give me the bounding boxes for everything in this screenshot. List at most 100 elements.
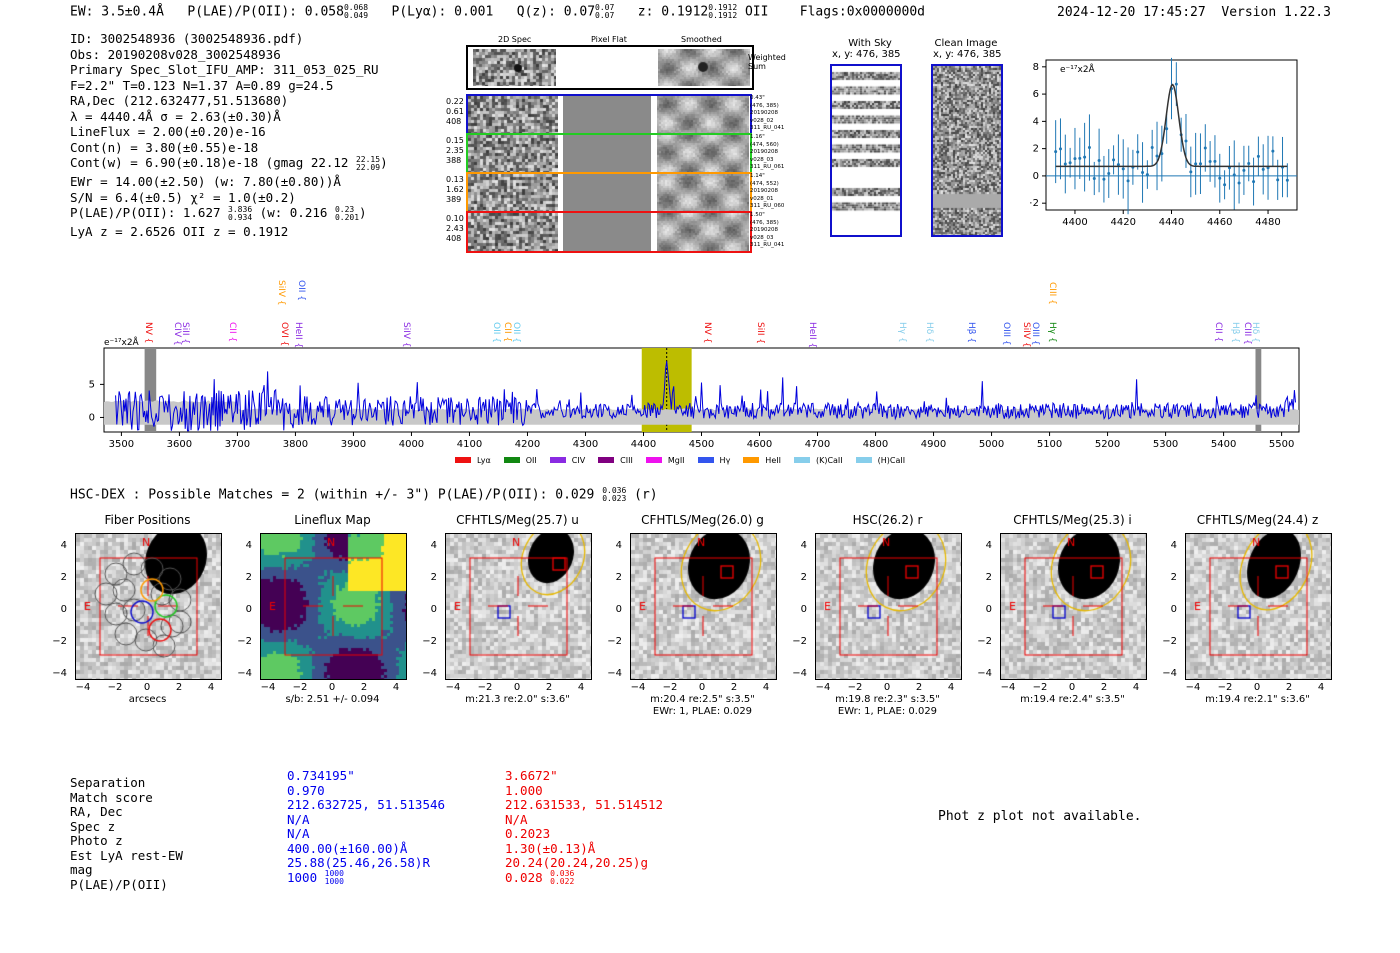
match-col1-plae-value: 1000 [287,869,318,885]
photz-message: Phot z plot not available. [938,809,1142,824]
legend-label: Lyα [477,455,491,465]
zoom-data-point [1087,146,1091,150]
cutout-caption-line1: m:19.8 re:2.3" s:3.5" [835,694,940,705]
fiber-right-line: (476, 385) [750,102,779,109]
header-plae-lo: 0.049 [343,11,369,20]
fiber-pixelflat-image [563,174,651,212]
match-label: Spec z [70,818,116,834]
cutout-y-tick-label: 4 [430,540,437,551]
zoom-data-point [1174,82,1178,86]
zoom-data-point [1141,170,1145,174]
cutout-caption-line1: arcsecs [128,694,167,705]
cutout-x-tick-label: 4 [577,682,585,693]
full-x-tick-label: 3900 [341,439,366,450]
cutout-x-tick-label: −4 [1185,682,1201,693]
legend-label: (K)CaII [815,455,843,465]
zoom-y-tick-label: 2 [1033,144,1039,155]
zoom-x-tick-label: 4420 [1111,217,1136,228]
line-id-text: OII [296,280,307,293]
legend-label: HeII [765,455,781,465]
match-col1-cell: 25.88(25.46,26.58)R [287,855,430,870]
cutout-title: CFHTLS/Meg(25.7) u [456,513,579,527]
legend-label: OII [525,455,537,465]
match-label: P(LAE)/P(OII) [70,876,168,892]
full-x-tick-label: 5300 [1153,439,1178,450]
cutout-y-tick-label: 2 [430,572,437,583]
zoom-data-point [1232,173,1236,177]
zoom-x-tick-label: 4460 [1207,217,1232,228]
fiber-left-stat: 388 [446,156,462,165]
match-label: Est LyA rest-EW [70,847,183,863]
match-col1-plae-hi: 1000 [324,869,344,878]
cutout-y-tick-label: 0 [800,604,807,615]
cutout-y-tick-label: 4 [800,540,807,551]
zoom-data-point [1213,159,1217,163]
zoom-data-point [1218,176,1222,180]
clean-title-block: Clean Image x, y: 476, 385 [933,38,1002,60]
fiber-2d-image [468,135,558,173]
info-contw-text: Cont(w) = 6.90(±0.18)e-18 (gmag 22.12 [70,155,349,170]
info-plae-hi: 3.836 [228,204,253,214]
fiber-left-stat: 2.35 [446,146,464,155]
header-timestamp: 2024-12-20 17:45:27 Version 1.22.3 [1057,5,1331,20]
zoom-data-point [1116,163,1120,167]
match-col1-cell: 212.632725, 51.513546 [287,797,446,812]
cutout-y-tick-label: −2 [422,636,437,647]
legend-label: CIII [620,455,633,465]
fiber-left-stat: 389 [446,195,462,204]
fiber-left-stat: 408 [446,234,462,243]
weighted-smoothed-image [658,49,750,86]
fiber-2d-image [468,174,558,212]
fiber-strip [466,133,752,175]
cutout-caption: m:19.4 re:2.1" s:3.6" [1165,694,1350,706]
zoom-data-point [1102,177,1106,181]
full-x-tick-label: 4800 [863,439,888,450]
flux-spectrum-line [115,361,1296,432]
cutout-x-tick-label: 2 [360,682,368,693]
cutout-y-tick-label: −4 [977,668,992,679]
cutout-x-tick-label: 0 [1253,682,1261,693]
full-x-tick-label: 4100 [457,439,482,450]
header-plae: P(LAE)/P(OII): 0.058 [187,4,344,20]
fiber-right-line: 311_RU_060 [750,203,785,209]
cutout-caption-line1: m:21.3 re:2.0" s:3.6" [465,694,570,705]
line-id-text: CIII [1047,282,1058,297]
zoom-data-point [1247,161,1251,165]
cutout-y-tick-label: 4 [1170,540,1177,551]
fiber-left-stat: 1.62 [446,185,464,194]
header-z: z: 0.1912 [637,4,709,20]
hsc-plae-lo: 0.023 [602,494,627,503]
fiber-right-info: 1.16" (474, 560) 20190208 v028_03 311_RU_061 [750,134,784,172]
cutout-y-tick-label: 2 [615,572,622,583]
cutout-x-tick-label: 0 [883,682,891,693]
info-plae-w-hi: 0.23 [334,204,355,214]
line-id-label: SiIV { [275,280,286,306]
legend-swatch [793,457,810,463]
full-spectrum-plot: e⁻¹⁷x2Å 3500 3600 3700 3800 3900 4000 4100 4200… [89,336,1300,450]
cutout-image [1000,533,1147,680]
fiber-left-stats: 0.22 0.61 408 [446,97,464,127]
cutout-y-tick-label: −2 [52,636,67,647]
detection-info: ID: 3002548936 (3002548936.pdf) Obs: 201… [70,31,388,240]
cutout-x-tick-label: 2 [1100,682,1108,693]
match-col2-cell: 212.631533, 51.514512 [505,797,664,812]
cutout-x-tick-label: −2 [662,682,678,693]
cutout-x-tick-label: 4 [947,682,955,693]
full-x-tick-label: 4500 [689,439,714,450]
zoom-data-point [1189,170,1193,174]
cutout-x-tick-label: −4 [1000,682,1016,693]
match-col2-cell: 20.24(20.24,20.25)g [505,855,648,870]
cutout-x-tick-label: 0 [143,682,151,693]
match-col2-cell: 0.2023 [505,826,551,841]
fiber-left-stat: 0.13 [446,175,464,184]
cutout-y-tick-label: −4 [792,668,807,679]
clean-title: Clean Image [934,38,998,49]
zoom-x-tick-label: 4480 [1255,217,1280,228]
cutout-caption-line1: m:20.4 re:2.5" s:3.5" [650,694,755,705]
cutout-x-tick-label: 0 [513,682,521,693]
fiber-right-line: 1.14" [750,173,765,179]
with-sky-canvas [832,66,900,235]
zoom-x-tick-label: 4440 [1159,217,1184,228]
full-x-tick-label: 5200 [1095,439,1120,450]
cutout-y-tick-label: 4 [615,540,622,551]
